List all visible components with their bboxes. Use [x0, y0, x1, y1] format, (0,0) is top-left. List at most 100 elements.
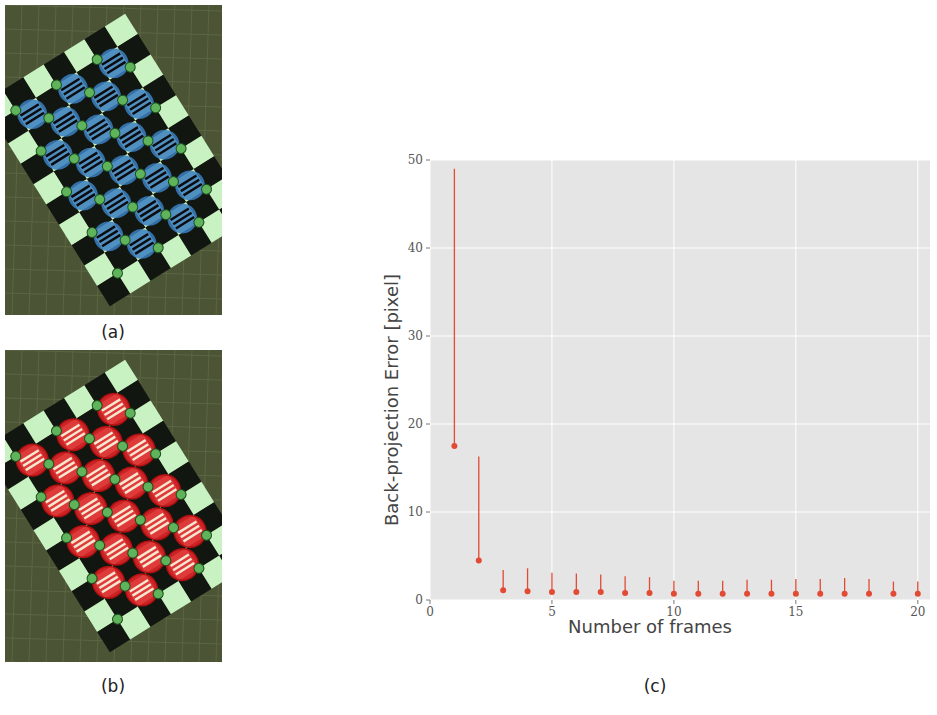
corner-marker [149, 101, 163, 115]
y-axis-title: Back-projection Error [pixel] [381, 274, 402, 526]
overlay-stripe [20, 104, 38, 115]
tick-label: 5 [548, 605, 556, 619]
overlay-stripe [82, 503, 100, 514]
board-square [219, 543, 222, 576]
overlay-stripe [100, 441, 118, 452]
overlay-stripe [64, 83, 82, 94]
corner-marker [151, 241, 165, 255]
corner-marker [200, 182, 214, 196]
overlay-stripe [155, 485, 173, 496]
tick-label: 30 [408, 329, 423, 343]
overlay-stripe [107, 198, 125, 209]
overlay-stripe [178, 175, 196, 186]
tick-mark [551, 600, 552, 604]
corner-marker [9, 449, 23, 463]
data-point [500, 587, 506, 593]
tick-label: 20 [408, 417, 423, 431]
overlay-stripe [61, 79, 79, 90]
data-point [842, 591, 848, 597]
tick-mark [426, 160, 430, 161]
photo-background [5, 350, 222, 662]
overlay-stripe [84, 161, 102, 172]
tick-mark [673, 600, 674, 604]
corner-marker [192, 215, 206, 229]
overlay-stripe [56, 462, 74, 473]
overlay-stripe [130, 234, 148, 245]
corner-marker [159, 554, 173, 568]
overlay-stripe [54, 112, 72, 123]
overlay-stripe [89, 124, 107, 135]
corner-marker [60, 531, 74, 545]
corner-marker [123, 406, 137, 420]
overlay-stripe [135, 242, 153, 253]
overlay-stripe [102, 53, 120, 64]
overlay-stripe [173, 213, 191, 224]
corner-marker [85, 572, 99, 586]
corner-marker [75, 465, 89, 479]
corner-marker [93, 539, 107, 553]
error-bar [478, 457, 479, 561]
overlay-stripe [150, 522, 168, 533]
corner-marker [174, 142, 188, 156]
overlay-stripe [176, 217, 194, 228]
corner-marker [93, 193, 107, 207]
overlay-stripe [107, 544, 125, 555]
data-point [671, 591, 677, 597]
corner-marker [50, 78, 64, 92]
overlay-stripe [89, 470, 107, 481]
overlay-stripe [102, 581, 120, 592]
overlay-stripe [51, 153, 69, 164]
overlay-stripe [82, 157, 100, 168]
corner-marker [50, 424, 64, 438]
data-point [451, 443, 457, 449]
corner-marker [42, 457, 56, 471]
overlay-stripe [79, 499, 97, 510]
overlay-stripe [158, 143, 176, 154]
overlay-stripe [125, 482, 143, 493]
panel-label: (b) [101, 676, 125, 696]
overlay-stripe [59, 120, 77, 131]
overlay-stripe [56, 116, 74, 127]
overlay-stripe [115, 164, 133, 175]
data-point [720, 591, 726, 597]
corner-marker [167, 521, 181, 535]
tick-mark [795, 600, 796, 604]
overlay-stripe [26, 113, 44, 124]
corner-marker [123, 60, 137, 74]
corner-marker [141, 134, 155, 148]
overlay-stripe [133, 103, 151, 114]
grid-line [430, 512, 930, 513]
overlay-stripe [79, 153, 97, 164]
overlay-stripe [112, 160, 130, 171]
corner-marker [9, 103, 23, 117]
overlay-stripe [158, 489, 176, 500]
overlay-stripe [87, 120, 105, 131]
overlay-stripe [64, 429, 82, 440]
corner-marker [34, 144, 48, 158]
figure: (a)(b)(c)0102030405005101520Number of fr… [0, 0, 937, 715]
corner-marker [167, 175, 181, 189]
data-point [573, 589, 579, 595]
data-point [768, 591, 774, 597]
overlay-stripe [120, 473, 138, 484]
overlay-stripe [107, 62, 125, 73]
photo [5, 5, 222, 315]
data-point [549, 589, 555, 595]
background-line [216, 5, 222, 315]
overlay-stripe [143, 209, 161, 220]
corner-marker [141, 480, 155, 494]
overlay-stripe [77, 540, 95, 551]
grid-line [430, 160, 930, 161]
data-point [866, 591, 872, 597]
data-point [622, 590, 628, 596]
overlay-stripe [153, 481, 171, 492]
overlay-stripe [120, 127, 138, 138]
overlay-stripe [61, 425, 79, 436]
overlay-stripe [143, 555, 161, 566]
overlay-stripe [23, 108, 41, 119]
overlay-stripe [117, 169, 135, 180]
overlay-stripe [112, 506, 130, 517]
corner-marker [111, 266, 125, 280]
panel-label: (a) [101, 322, 125, 342]
corner-marker [67, 498, 81, 512]
